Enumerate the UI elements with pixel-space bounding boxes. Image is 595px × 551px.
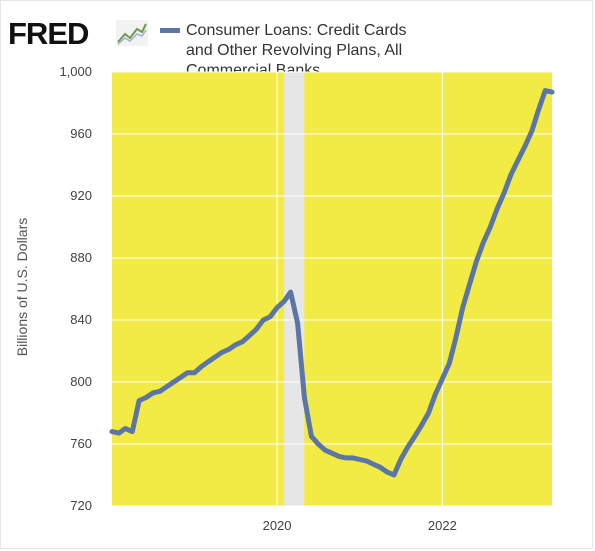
legend-series-label[interactable]: Consumer Loans: Credit Cards and Other R…: [186, 22, 407, 79]
recession-band: [284, 72, 305, 506]
x-tick-label: 2022: [428, 518, 457, 533]
y-tick-label: 960: [70, 126, 92, 141]
y-tick-label: 920: [70, 188, 92, 203]
legend-swatch: [160, 28, 180, 33]
series-line[interactable]: [109, 88, 555, 478]
fred-logo[interactable]: FRED: [8, 16, 89, 51]
recession-bands: [284, 72, 305, 506]
y-tick-label: 720: [70, 498, 92, 513]
y-tick-label: 800: [70, 374, 92, 389]
x-axis-ticks: 2020 2022: [263, 518, 457, 533]
trend-line-icon: [116, 20, 148, 46]
y-tick-label: 760: [70, 436, 92, 451]
plot-background: [112, 72, 552, 506]
y-axis-ticks: 720 760 800 840 880 920 960 1,000: [59, 64, 92, 513]
y-tick-label: 880: [70, 250, 92, 265]
y-tick-label: 1,000: [59, 64, 92, 79]
gridlines: [112, 71, 552, 507]
x-tick-label: 2020: [263, 518, 292, 533]
y-tick-label: 840: [70, 312, 92, 327]
